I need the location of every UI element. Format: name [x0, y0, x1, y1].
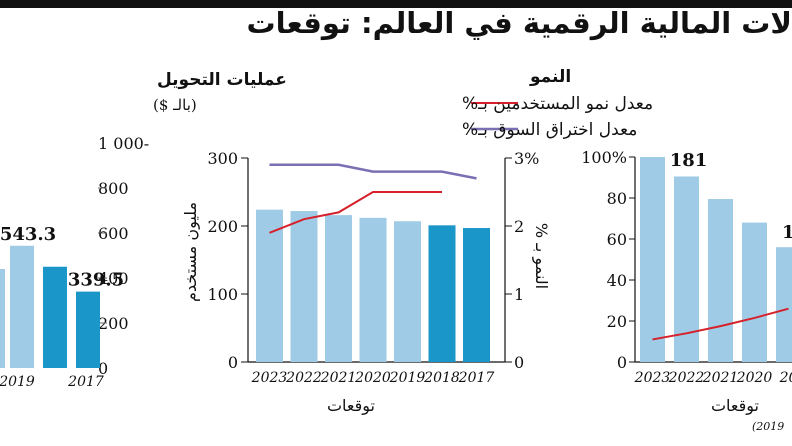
center-x-label: 2023: [251, 370, 288, 386]
right-x-label: 2021: [702, 370, 739, 386]
transfers-x-label: 2019: [0, 374, 35, 390]
right-y-tick: 0: [617, 353, 627, 372]
center-left-tick: 300: [207, 149, 238, 168]
transfers-chart: عمليات التحويل (بالـ $) 1 000- 800 600 400 2…: [0, 70, 287, 390]
users-bar-2023: [256, 209, 283, 362]
center-right-tick: 0: [514, 353, 524, 372]
center-left-tick: 0: [228, 353, 238, 372]
left-axis-label: مليون مستخدم: [181, 202, 201, 302]
center-left-tick: 100: [207, 285, 238, 304]
users-bar-2018: [428, 225, 456, 362]
transfers-y-tick: 400: [98, 269, 129, 288]
right-y-tick: 40: [607, 271, 627, 290]
transfers-x-label: 2017: [67, 374, 104, 390]
user-growth-line: [269, 191, 442, 234]
center-x-label: 2017: [458, 370, 495, 386]
right-x-axis-title: توقعات: [711, 396, 759, 416]
transfers-bar-2019: [10, 245, 34, 368]
right-y-tick: 20: [607, 312, 627, 331]
center-x-label: 2020: [354, 370, 391, 386]
center-x-label: 2019: [389, 370, 426, 386]
page-title: لات المالية الرقمية في العالم: توقعات: [246, 6, 792, 40]
center-x-label: 2022: [285, 370, 322, 386]
transfers-chart-unit: (بالـ $): [153, 96, 197, 114]
users-bar-2022: [290, 211, 318, 362]
growth-chart: النمو معدل نمو المستخدمين بـ% معدل اخترا…: [181, 67, 653, 416]
right-axis-label: النمو بـ %: [531, 223, 551, 289]
right-x-label: 20: [779, 370, 792, 386]
right-value-label-partial: 1: [782, 222, 792, 243]
legend-penetration: معدل اختراق السوق بـ%: [462, 120, 637, 140]
right-x-label: 2023: [634, 370, 671, 386]
right-y-tick: 60: [607, 230, 627, 249]
right-note: (2019: [752, 420, 784, 433]
right-y-tick: 80: [607, 189, 627, 208]
penetration-bar-2023: [640, 157, 665, 362]
penetration-bar-2019: [776, 247, 792, 362]
transfers-y-tick: 800: [98, 179, 129, 198]
transfers-bar-partial: [0, 269, 5, 368]
right-y-tick: 100%: [581, 148, 627, 167]
users-bar-2020: [359, 217, 387, 362]
top-bar: [0, 0, 792, 8]
center-right-tick: 1: [514, 285, 524, 304]
transfers-value-label: 543.3: [0, 224, 56, 245]
penetration-bar-2020: [742, 222, 767, 362]
right-x-label: 2020: [736, 370, 773, 386]
transfers-chart-heading: عمليات التحويل: [157, 70, 287, 90]
center-right-tick: 2: [514, 217, 524, 236]
right-series-line: [652, 307, 789, 341]
center-x-label: 2018: [423, 370, 460, 386]
growth-chart-heading: النمو: [529, 67, 571, 87]
penetration-line: [269, 163, 477, 180]
users-bar-2021: [325, 215, 352, 362]
transfers-value-label: 339.5: [68, 270, 124, 291]
transfers-y-tick: 200: [98, 314, 129, 333]
transfers-y-tick: 1 000-: [98, 134, 149, 153]
users-bar-2019: [394, 221, 421, 362]
penetration-bar-2021: [708, 199, 733, 362]
users-bar-2017: [463, 228, 490, 362]
transfers-y-tick: 600: [98, 224, 129, 243]
center-x-label: 2021: [320, 370, 357, 386]
transfers-bar-2017: [76, 291, 100, 368]
right-value-label: 181: [670, 150, 708, 171]
legend-user-growth: معدل نمو المستخدمين بـ%: [462, 94, 653, 114]
center-left-tick: 200: [207, 217, 238, 236]
right-x-label: 2022: [668, 370, 705, 386]
transfers-bar-2018: [43, 266, 67, 368]
transfers-y-tick: 0: [98, 359, 108, 378]
center-right-tick: 3%: [514, 149, 539, 168]
center-x-axis-title: توقعات: [327, 396, 375, 416]
